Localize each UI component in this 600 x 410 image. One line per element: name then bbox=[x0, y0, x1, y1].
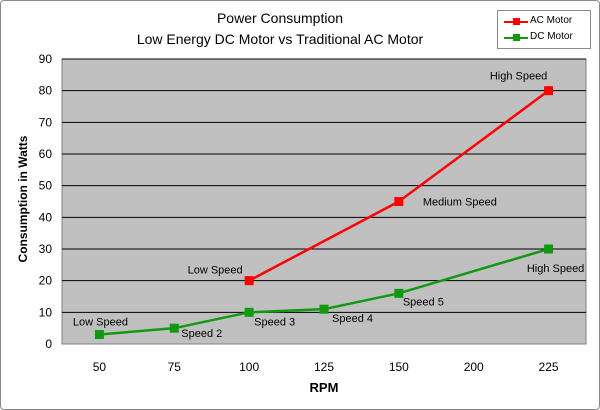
y-tick-label: 30 bbox=[39, 242, 53, 256]
y-tick-label: 90 bbox=[39, 52, 53, 66]
data-point-1-4 bbox=[394, 288, 404, 298]
y-tick-label: 50 bbox=[39, 179, 53, 193]
data-label: Speed 3 bbox=[254, 316, 295, 328]
chart-title: Power Consumption bbox=[216, 10, 344, 26]
data-label: Speed 2 bbox=[181, 328, 222, 340]
data-label: Medium Speed bbox=[423, 197, 497, 209]
legend-dc-marker bbox=[513, 34, 520, 41]
y-tick-label: 10 bbox=[39, 305, 53, 319]
data-point-1-2 bbox=[244, 307, 254, 317]
data-point-1-6 bbox=[544, 244, 554, 254]
data-point-1-0 bbox=[94, 330, 104, 339]
x-tick-label: 225 bbox=[539, 360, 559, 374]
data-point-1-1 bbox=[169, 323, 179, 333]
data-point-0-2 bbox=[244, 276, 254, 286]
y-tick-label: 80 bbox=[39, 84, 53, 98]
y-tick-label: 20 bbox=[39, 274, 53, 288]
legend-ac-marker bbox=[513, 18, 520, 25]
legend-ac-label: AC Motor bbox=[530, 15, 573, 26]
data-point-0-4 bbox=[394, 197, 404, 206]
y-axis-label: Consumption in Watts bbox=[16, 135, 30, 263]
data-label: Speed 4 bbox=[332, 313, 373, 325]
y-tick-label: 70 bbox=[39, 115, 53, 129]
x-tick-label: 125 bbox=[314, 360, 334, 374]
chart-subtitle: Low Energy DC Motor vs Traditional AC Mo… bbox=[136, 31, 424, 47]
data-label: High Speed bbox=[527, 263, 585, 275]
y-tick-label: 0 bbox=[45, 337, 52, 351]
y-tick-label: 60 bbox=[39, 147, 53, 161]
plot-area bbox=[61, 58, 587, 345]
y-tick-label: 40 bbox=[39, 210, 53, 224]
x-tick-label: 150 bbox=[389, 360, 409, 374]
data-label: High Speed bbox=[490, 71, 548, 83]
x-tick-label: 100 bbox=[239, 360, 259, 374]
legend: AC Motor DC Motor bbox=[497, 10, 591, 49]
x-tick-label: 50 bbox=[93, 360, 107, 374]
series-line-1 bbox=[99, 247, 549, 336]
x-tick-label: 75 bbox=[168, 360, 182, 374]
data-label: Low Speed bbox=[188, 265, 243, 277]
data-point-0-6 bbox=[544, 86, 554, 96]
data-point-1-3 bbox=[319, 304, 329, 314]
data-label: Speed 5 bbox=[403, 296, 444, 308]
data-label: Low Speed bbox=[73, 317, 128, 329]
legend-dc-label: DC Motor bbox=[530, 31, 573, 42]
x-axis-label: RPM bbox=[309, 380, 339, 395]
x-tick-label: 200 bbox=[464, 360, 484, 374]
